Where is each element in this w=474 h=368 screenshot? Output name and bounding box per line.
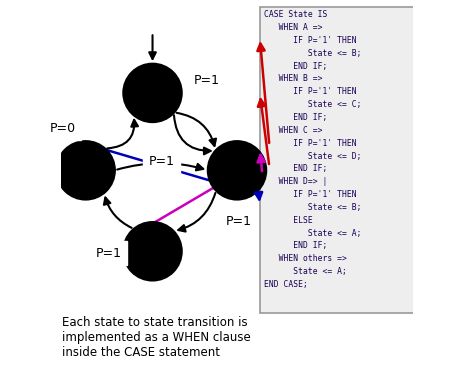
- Circle shape: [124, 222, 182, 280]
- Circle shape: [57, 141, 115, 199]
- Text: D: D: [80, 151, 91, 165]
- FancyBboxPatch shape: [260, 7, 415, 313]
- Circle shape: [208, 141, 266, 199]
- Text: C: C: [147, 232, 158, 246]
- Circle shape: [124, 64, 182, 122]
- Text: P=0: P=0: [50, 121, 76, 135]
- Text: P=1: P=1: [96, 247, 121, 259]
- Text: A: A: [147, 74, 158, 88]
- Text: B: B: [232, 151, 242, 165]
- Text: R = 0: R = 0: [221, 177, 253, 187]
- Text: P=1: P=1: [194, 74, 220, 87]
- Text: R = 0: R = 0: [137, 258, 168, 268]
- Text: Each state to state transition is
implemented as a WHEN clause
inside the CASE s: Each state to state transition is implem…: [62, 316, 250, 360]
- Text: P=1: P=1: [148, 155, 174, 168]
- Text: R = 0: R = 0: [137, 100, 168, 110]
- Text: R = 1: R = 1: [70, 177, 101, 187]
- Text: CASE State IS
   WHEN A =>
      IF P='1' THEN
         State <= B;
      END IF: CASE State IS WHEN A => IF P='1' THEN St…: [264, 10, 362, 289]
- Text: P=1: P=1: [226, 215, 252, 228]
